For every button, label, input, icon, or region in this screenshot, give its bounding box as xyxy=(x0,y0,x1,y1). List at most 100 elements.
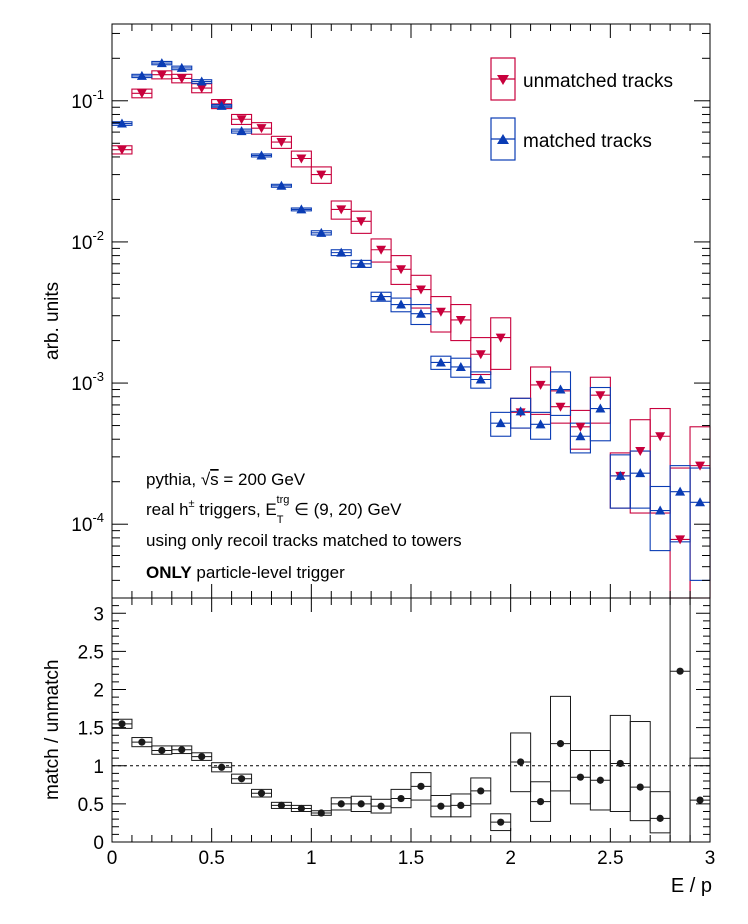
ratio-point xyxy=(696,796,704,804)
y-tick-label: 1.5 xyxy=(78,719,104,740)
y-tick-label: 10-2 xyxy=(71,228,104,254)
sys-box-unmatched xyxy=(490,317,512,370)
annotation-recoil: using only recoil tracks matched to towe… xyxy=(146,531,462,550)
data-point-matched xyxy=(595,403,606,413)
ratio-point xyxy=(576,773,585,781)
ratio-point xyxy=(277,801,286,810)
ratio-point xyxy=(377,802,385,810)
ratio-point xyxy=(317,809,325,817)
data-point-matched xyxy=(156,58,167,68)
data-point-matched xyxy=(435,357,446,367)
data-point-unmatched xyxy=(176,74,187,84)
sys-box-matched xyxy=(589,386,611,442)
y-tick-label: 10-1 xyxy=(71,87,104,113)
data-point-unmatched xyxy=(415,285,426,295)
annotation-pythia: pythia, √s = 200 GeV xyxy=(146,470,306,489)
ratio-point xyxy=(257,789,266,797)
data-point-unmatched xyxy=(435,307,446,317)
x-tick-label: 0.5 xyxy=(198,848,224,869)
bottom-panel: 0 0.5 1 1.5 2 2.5 3 0 0.5 1 1.5 2 2.5 3 match / unma… xyxy=(42,597,716,897)
ratio-point xyxy=(437,802,445,810)
sys-box-unmatched xyxy=(450,303,472,342)
ratio-point xyxy=(556,740,565,748)
data-point-matched xyxy=(475,374,486,384)
y-tick-label: 2.5 xyxy=(78,642,104,663)
data-point-matched xyxy=(296,204,307,214)
data-point-unmatched xyxy=(256,124,267,134)
ratio-point xyxy=(596,776,604,784)
y-tick-label: 3 xyxy=(93,604,104,625)
data-point-unmatched xyxy=(495,333,506,343)
sys-box-unmatched xyxy=(370,238,392,263)
data-point-unmatched xyxy=(196,84,207,94)
data-point-unmatched xyxy=(296,154,307,164)
data-point-unmatched xyxy=(695,461,706,471)
ratio-point xyxy=(636,783,644,791)
annotation-trigger-level: ONLY particle-level trigger xyxy=(146,563,345,582)
sys-box-matched xyxy=(530,411,552,440)
top-axis-ticks xyxy=(111,24,711,599)
ratio-point xyxy=(536,797,545,806)
data-point-unmatched xyxy=(655,432,666,442)
x-tick-labels: 0 0.5 1 1.5 2 2.5 3 xyxy=(107,848,716,869)
ratio-point xyxy=(656,814,664,822)
ratio-point xyxy=(616,759,624,768)
data-point-unmatched xyxy=(595,391,606,401)
data-point-matched xyxy=(515,406,526,416)
sys-box-unmatched xyxy=(330,200,352,220)
data-point-unmatched xyxy=(116,145,127,155)
data-point-unmatched xyxy=(575,422,586,432)
ratio-point xyxy=(676,667,684,675)
sys-box-matched xyxy=(450,357,472,378)
y-tick-label: 10-3 xyxy=(71,369,104,395)
sys-box-matched xyxy=(410,303,432,326)
data-point-matched xyxy=(615,470,626,480)
triangle-down-icon xyxy=(497,75,509,85)
ratio-point xyxy=(477,787,485,795)
data-point-matched xyxy=(176,62,187,72)
data-point-matched xyxy=(196,76,207,86)
ratio-point xyxy=(417,782,425,790)
data-point-unmatched xyxy=(276,138,287,148)
bottom-axis-ticks xyxy=(111,597,711,843)
x-tick-label: 2 xyxy=(505,848,516,869)
ratio-point xyxy=(237,775,246,783)
annotations: pythia, √s = 200 GeV real h± triggers, E… xyxy=(146,470,462,582)
bottom-y-tick-labels: 0 0.5 1 1.5 2 2.5 3 xyxy=(78,604,104,854)
data-point-unmatched xyxy=(475,350,486,360)
data-point-matched xyxy=(356,258,367,268)
sys-box-unmatched xyxy=(410,274,432,309)
ratio-point xyxy=(497,818,505,826)
ratio-point xyxy=(218,763,226,771)
sys-box-unmatched xyxy=(350,210,372,234)
data-point-unmatched xyxy=(136,89,147,99)
sys-box-matched xyxy=(549,371,572,416)
data-point-matched xyxy=(336,247,347,257)
data-point-unmatched xyxy=(236,115,247,125)
data-point-matched xyxy=(276,180,287,190)
ratio-point xyxy=(457,801,465,810)
data-point-unmatched xyxy=(396,265,407,275)
ratio-point xyxy=(517,758,525,766)
x-tick-label: 1 xyxy=(306,848,317,869)
data-point-unmatched xyxy=(535,380,546,390)
top-markers xyxy=(116,58,706,545)
data-point-unmatched xyxy=(675,535,686,545)
top-y-axis-title: arb. units xyxy=(42,282,63,360)
y-tick-label: 10-4 xyxy=(71,510,104,536)
legend-label-matched: matched tracks xyxy=(523,131,652,152)
y-tick-label: 2 xyxy=(93,681,104,702)
legend-label-unmatched: unmatched tracks xyxy=(523,71,673,92)
ratio-point xyxy=(158,746,166,755)
top-y-tick-labels: 10-4 10-3 10-2 10-1 xyxy=(71,87,104,536)
data-point-unmatched xyxy=(376,245,387,255)
x-tick-label: 2.5 xyxy=(597,848,623,869)
top-panel: 10-4 10-3 10-2 10-1 arb. units unmatched tr… xyxy=(42,23,711,599)
data-point-unmatched xyxy=(555,402,566,412)
data-point-matched xyxy=(695,497,706,507)
data-point-matched xyxy=(216,100,227,110)
data-point-matched xyxy=(675,486,686,496)
data-point-matched xyxy=(136,70,147,80)
legend: unmatched tracks matched tracks xyxy=(490,57,673,161)
data-point-matched xyxy=(116,118,127,128)
